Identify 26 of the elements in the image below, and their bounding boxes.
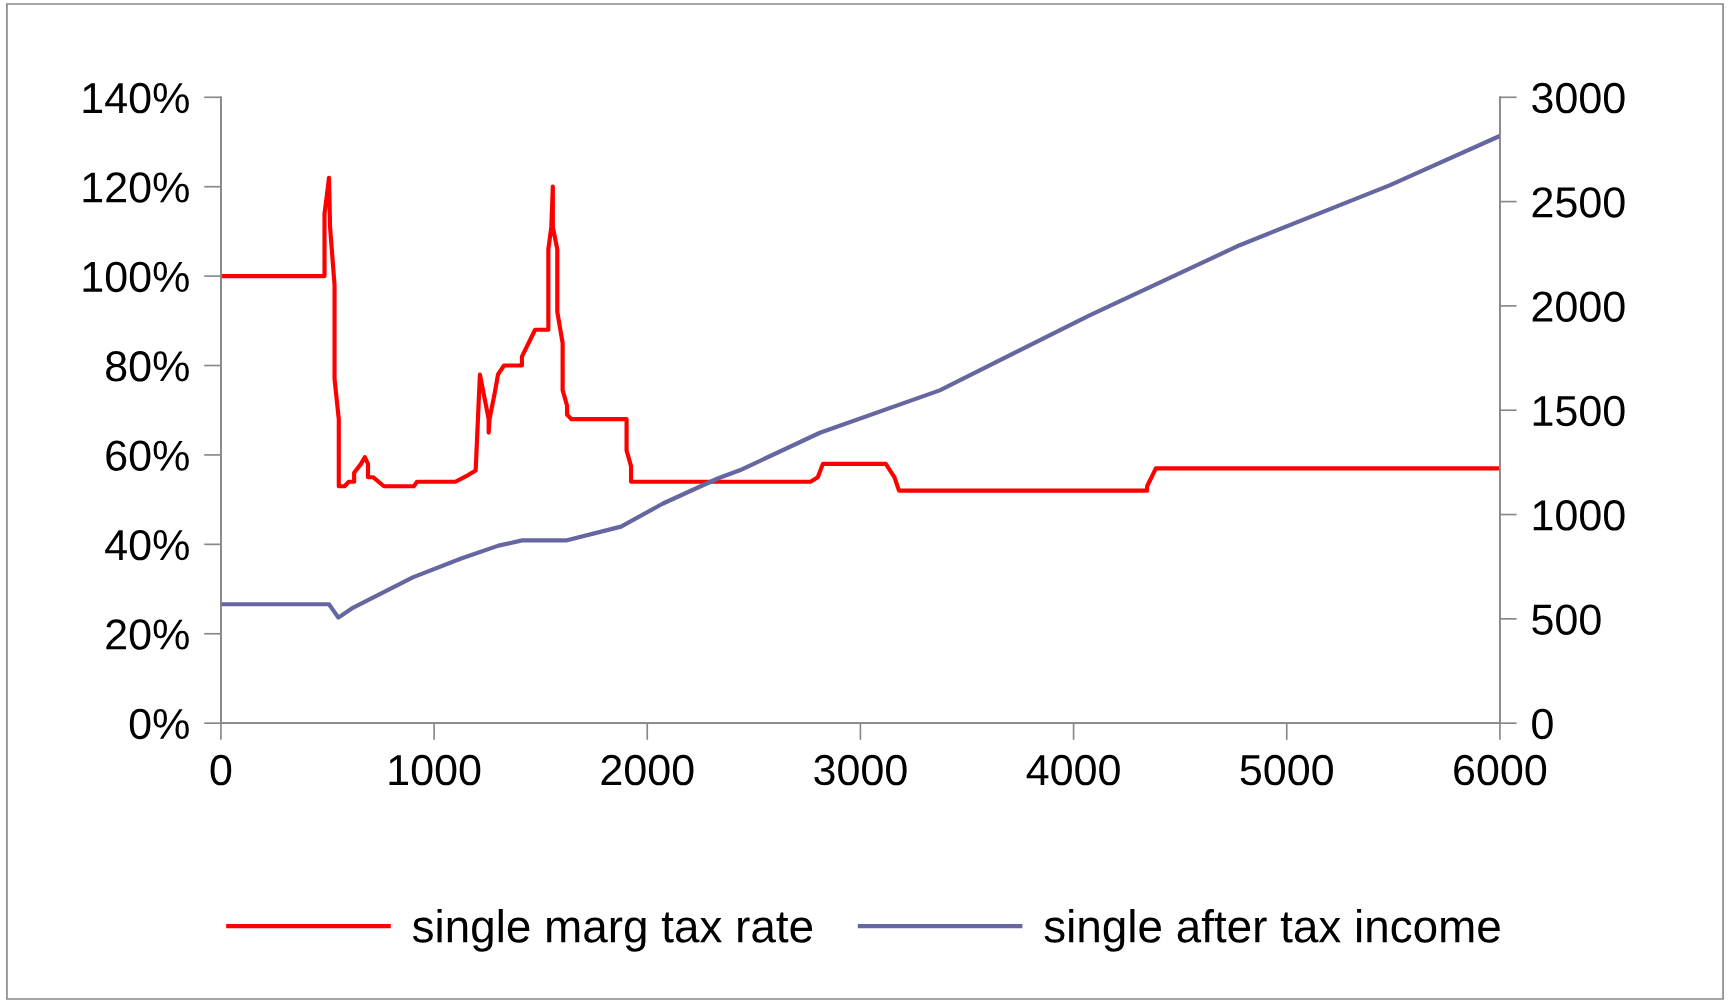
x-tick-label: 6000 [1454, 754, 1547, 786]
x-tick-label: 1000 [389, 754, 481, 786]
y2-tick-label: 500 [1532, 604, 1601, 635]
y2-tick-label: 2000 [1532, 291, 1625, 322]
y2-tick-label: 1000 [1533, 500, 1625, 531]
x-tick-label: 2000 [601, 754, 694, 786]
line-series [220, 175, 1500, 493]
line-series [220, 133, 1500, 620]
legend-label: single after tax income [1044, 908, 1500, 952]
x-tick-label: 5000 [1240, 754, 1333, 786]
legend-label: single marg tax rate [412, 908, 813, 952]
y-tick-label: 0% [129, 708, 189, 740]
y-tick-label: 120% [83, 172, 189, 203]
y2-tick-label: 1500 [1533, 395, 1625, 427]
x-tick-label: 3000 [814, 754, 907, 786]
x-tick-label: 4000 [1026, 754, 1120, 786]
y-tick-label: 100% [83, 261, 189, 293]
y-tick-label: 140% [83, 82, 189, 114]
y2-tick-label: 2500 [1532, 187, 1625, 218]
x-tick-label: 0 [210, 754, 232, 786]
y-tick-label: 60% [106, 440, 189, 471]
y2-tick-label: 0 [1532, 708, 1553, 740]
y-tick-label: 20% [106, 619, 189, 650]
y2-tick-label: 3000 [1532, 82, 1625, 114]
y-tick-label: 80% [106, 351, 189, 382]
y-tick-label: 40% [105, 529, 189, 561]
